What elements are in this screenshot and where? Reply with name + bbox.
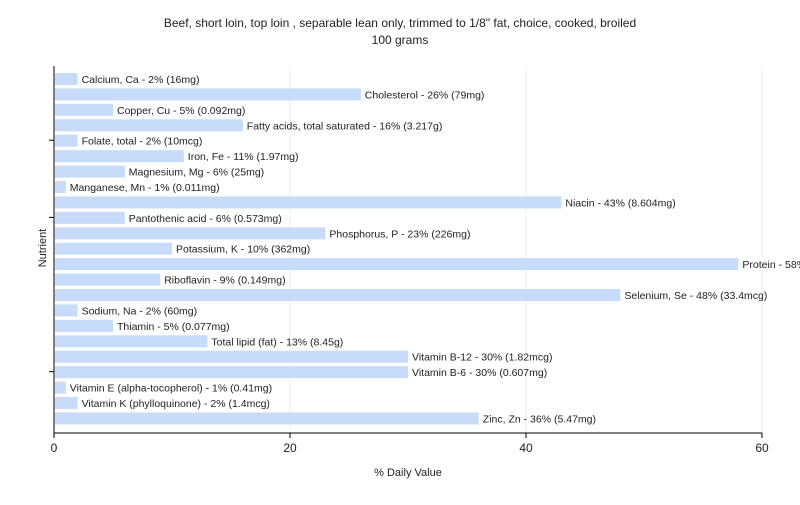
axes-group: 0 20 40 60 xyxy=(49,66,769,455)
bar-label: Folate, total - 2% (10mcg) xyxy=(82,136,203,148)
bar-label: Selenium, Se - 48% (33.4mcg) xyxy=(624,290,767,302)
bar xyxy=(55,242,172,255)
bar-label: Riboflavin - 9% (0.149mg) xyxy=(164,275,285,287)
bar xyxy=(55,196,562,209)
bar-label: Total lipid (fat) - 13% (8.45g) xyxy=(211,336,343,348)
bar xyxy=(55,273,161,286)
bar xyxy=(55,103,113,116)
bar-label: Calcium, Ca - 2% (16mg) xyxy=(82,74,200,86)
bar xyxy=(55,134,78,147)
bar-label: Manganese, Mn - 1% (0.011mg) xyxy=(70,182,220,194)
bar-label: Magnesium, Mg - 6% (25mg) xyxy=(129,167,264,179)
bar-label: Copper, Cu - 5% (0.092mg) xyxy=(117,105,245,117)
bar xyxy=(55,227,326,240)
bar-label: Cholesterol - 26% (79mg) xyxy=(365,89,485,101)
bar xyxy=(55,73,78,85)
bar-label: Fatty acids, total saturated - 16% (3.21… xyxy=(247,120,443,132)
bar xyxy=(55,289,621,302)
bar-label: Vitamin E (alpha-tocopherol) - 1% (0.41m… xyxy=(70,383,272,395)
bar-label: Protein - 58% (29.16g) xyxy=(742,259,800,271)
bar xyxy=(55,397,78,410)
bar-label: Vitamin B-6 - 30% (0.607mg) xyxy=(412,367,547,379)
bar-label: Sodium, Na - 2% (60mg) xyxy=(82,305,198,317)
chart-title: Beef, short loin, top loin , separable l… xyxy=(164,16,636,30)
bar-labels-group: Calcium, Ca - 2% (16mg) Cholesterol - 26%… xyxy=(70,74,800,425)
bar xyxy=(55,119,243,132)
bar xyxy=(55,150,184,163)
bar-label: Pantothenic acid - 6% (0.573mg) xyxy=(129,213,282,225)
bar xyxy=(55,88,361,101)
bar-label: Phosphorus, P - 23% (226mg) xyxy=(329,228,470,240)
bar xyxy=(55,304,78,317)
bar-label: Iron, Fe - 11% (1.97mg) xyxy=(188,151,299,163)
bar-label: Vitamin B-12 - 30% (1.82mcg) xyxy=(412,352,552,364)
y-axis-title: Nutrient xyxy=(37,229,49,268)
bar xyxy=(55,319,113,332)
bar xyxy=(55,335,208,348)
bar xyxy=(55,381,66,394)
bar xyxy=(55,181,66,194)
bar xyxy=(55,211,125,224)
x-axis-title: % Daily Value xyxy=(374,467,442,479)
bar-label: Thiamin - 5% (0.077mg) xyxy=(117,321,230,333)
x-tick-label: 20 xyxy=(283,441,297,455)
bar xyxy=(55,350,408,363)
bar-label: Vitamin K (phylloquinone) - 2% (1.4mcg) xyxy=(82,398,270,410)
bar xyxy=(55,412,479,425)
x-tick-label: 0 xyxy=(51,441,58,455)
chart-subtitle: 100 grams xyxy=(372,33,429,47)
x-tick-label: 60 xyxy=(755,441,769,455)
bar xyxy=(55,366,408,379)
bar-label: Potassium, K - 10% (362mg) xyxy=(176,244,310,256)
bar-label: Niacin - 43% (8.604mg) xyxy=(565,197,675,209)
bar-label: Zinc, Zn - 36% (5.47mg) xyxy=(483,413,596,425)
bar xyxy=(55,258,739,271)
bar xyxy=(55,165,125,178)
bars-group xyxy=(55,73,739,425)
x-tick-label: 40 xyxy=(519,441,533,455)
